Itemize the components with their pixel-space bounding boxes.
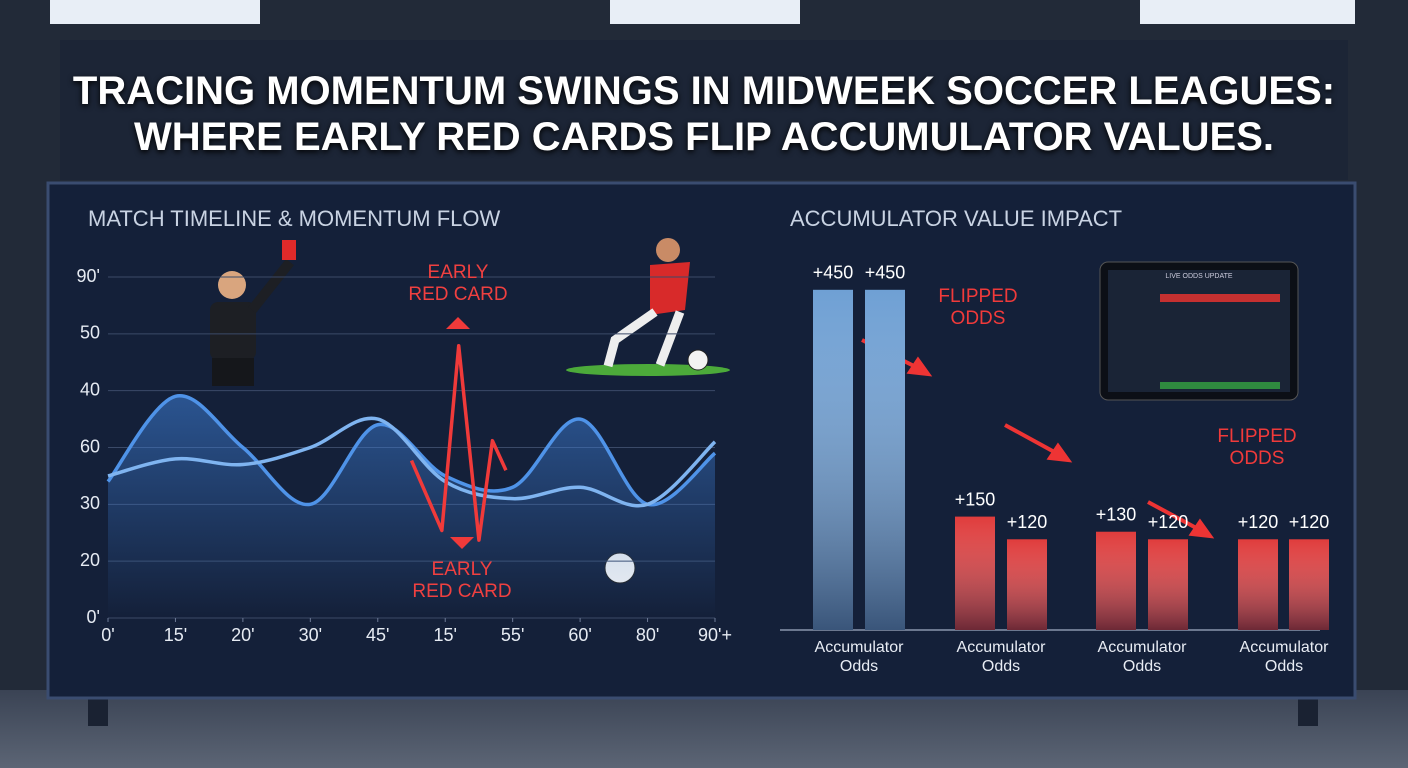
- value-label: +120: [1289, 512, 1330, 532]
- bar-shade: [1289, 539, 1329, 630]
- annotation: RED CARD: [408, 284, 507, 305]
- title-band: [60, 40, 1348, 180]
- line: [409, 344, 508, 542]
- ceiling-light: [50, 0, 260, 24]
- group-label: Accumulator Odds: [814, 639, 904, 675]
- ceiling-light: [610, 0, 800, 24]
- annotation: RED CARD: [412, 581, 511, 602]
- y-tick-label: 60: [80, 436, 100, 456]
- group-label: Accumulator Odds: [956, 639, 1046, 675]
- player-illustration: [566, 238, 730, 584]
- y-tick-label: 50: [80, 323, 100, 343]
- bar-shade: [1148, 539, 1188, 630]
- floor: [0, 690, 1408, 768]
- x-tick-label: 55': [501, 625, 524, 645]
- annotation: FLIPPED ODDS: [938, 286, 1018, 329]
- value-label: +450: [865, 263, 906, 283]
- bar-shade: [1007, 539, 1047, 630]
- annotation: EARLY: [428, 262, 489, 283]
- annotation-pointer: [446, 317, 470, 329]
- x-tick-label: 20': [231, 625, 254, 645]
- x-tick-label: 15': [164, 625, 187, 645]
- chart-title: MATCH TIMELINE & MOMENTUM FLOW: [88, 206, 501, 231]
- value-label: +120: [1148, 512, 1189, 532]
- y-tick-label: 30: [80, 493, 100, 513]
- page-title: TRACING MOMENTUM SWINGS IN MIDWEEK SOCCE…: [72, 69, 1336, 159]
- line: [107, 416, 717, 508]
- annotation: FLIPPED ODDS: [1217, 426, 1297, 469]
- annotation-pointer: [450, 537, 474, 549]
- tablet: LIVE ODDS UPDATE: [1099, 261, 1299, 401]
- value-label: +120: [1238, 512, 1279, 532]
- value-label: +450: [813, 263, 854, 283]
- group-label: Accumulator Odds: [1239, 639, 1329, 675]
- referee-illustration: [210, 240, 296, 386]
- x-tick-label: 90'+: [698, 625, 732, 645]
- x-tick-label: 15': [433, 625, 456, 645]
- area: [108, 395, 715, 618]
- x-tick-label: 80': [636, 625, 659, 645]
- tablet-title: LIVE ODDS UPDATE: [1165, 273, 1232, 280]
- x-tick-label: 60': [568, 625, 591, 645]
- y-tick-label: 20: [80, 550, 100, 570]
- chart-title: ACCUMULATOR VALUE IMPACT: [790, 206, 1122, 231]
- value-label: +120: [1007, 512, 1048, 532]
- value-label: +150: [955, 489, 996, 509]
- y-tick-label: 0': [87, 607, 100, 627]
- bar-shade: [1238, 539, 1278, 630]
- group-label: Accumulator Odds: [1097, 639, 1187, 675]
- x-tick-label: 45': [366, 625, 389, 645]
- line: [106, 394, 717, 507]
- x-tick-label: 0': [101, 625, 114, 645]
- y-tick-label: 40: [80, 379, 100, 399]
- annotation: EARLY: [432, 559, 493, 580]
- ceiling-light: [1140, 0, 1355, 24]
- x-tick-label: 30': [299, 625, 322, 645]
- bar-shade: [1096, 531, 1136, 630]
- bar-shade: [865, 289, 905, 630]
- y-tick-label: 90': [77, 266, 100, 286]
- bar-shade: [813, 289, 853, 630]
- bar-shade: [955, 516, 995, 630]
- value-label: +130: [1096, 504, 1137, 524]
